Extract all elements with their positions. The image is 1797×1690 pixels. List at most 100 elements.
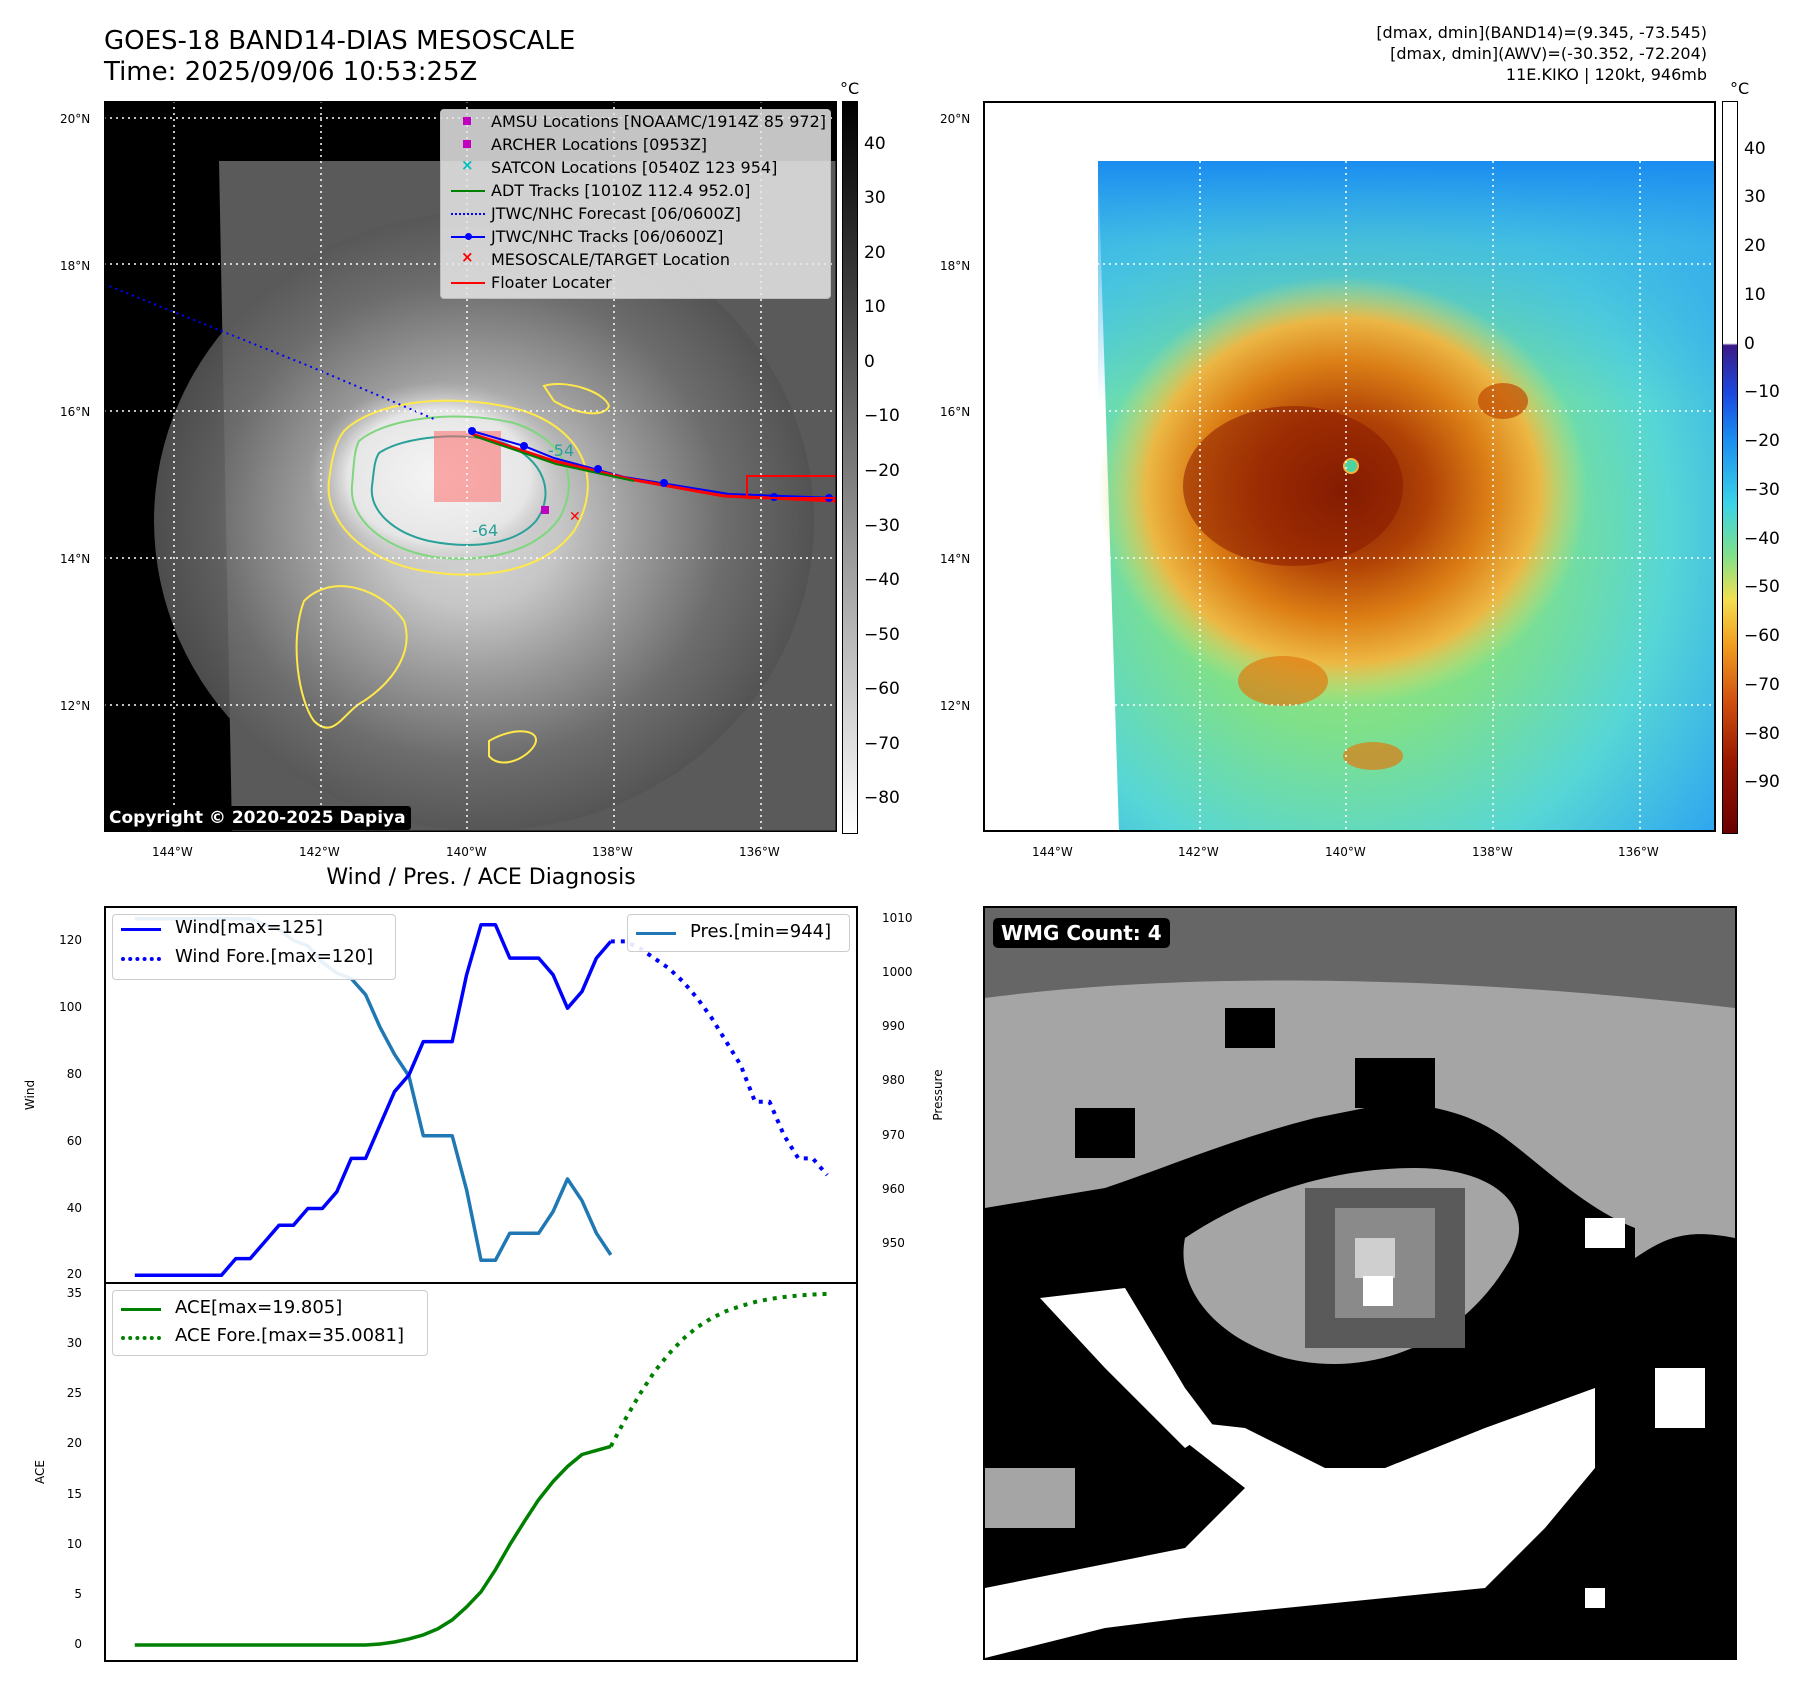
ir-colorbar-tick: −80 <box>864 788 900 809</box>
ace-tick-label: 35 <box>66 1286 82 1301</box>
floater-box <box>434 431 501 502</box>
pressure-tick-label: 960 <box>882 1181 905 1196</box>
wmg-region-light <box>985 980 1735 1258</box>
awv-colorbar-tick: 10 <box>1744 284 1766 305</box>
awv-colorbar-tick: −10 <box>1744 382 1780 403</box>
lat-label: 12°N <box>60 699 91 713</box>
awv-colorbar-tick: −60 <box>1744 626 1780 647</box>
pres-legend: Pres.[min=944] <box>627 914 850 952</box>
lon-label: 142°W <box>1178 845 1219 859</box>
awv-colorbar-tick: 40 <box>1744 138 1766 159</box>
square-marker-icon <box>463 117 471 125</box>
awv-gridlines <box>983 101 1716 832</box>
pressure-tick-label: 950 <box>882 1236 905 1251</box>
copyright-label: Copyright © 2020-2025 Dapiya <box>104 806 411 830</box>
line-marker-icon <box>121 1308 161 1311</box>
ace-tick-label: 0 <box>74 1636 82 1651</box>
ir-legend: AMSU Locations [NOAAMC/1914Z 85 972] ARC… <box>440 109 831 299</box>
legend-ace: ACE[max=19.805] <box>175 1297 343 1318</box>
line-marker-icon <box>451 282 485 284</box>
ir-colorbar-tick: −60 <box>864 679 900 700</box>
ir-colorbar-tick: −20 <box>864 460 900 481</box>
awv-colorbar-tick: −90 <box>1744 772 1780 793</box>
ir-colorbar <box>842 101 858 834</box>
ace-tick-label: 5 <box>74 1586 82 1601</box>
legend-adt: ADT Tracks [1010Z 112.4 952.0] <box>441 179 830 202</box>
ace-forecast-series-line <box>609 1291 828 1448</box>
wind-tick-label: 120 <box>59 933 82 948</box>
awv-colorbar-tick: 20 <box>1744 236 1766 257</box>
legend-jtwc-tracks: JTWC/NHC Tracks [06/0600Z] <box>441 225 830 248</box>
wind-tick-label: 80 <box>66 1066 82 1081</box>
pressure-tick-label: 990 <box>882 1019 905 1034</box>
wmg-eye <box>1363 1276 1393 1306</box>
info-storm: 11E.KIKO | 120kt, 946mb <box>1505 65 1707 84</box>
awv-colorbar-tick: 30 <box>1744 187 1766 208</box>
wmg-svg <box>985 908 1735 1658</box>
legend-target: × MESOSCALE/TARGET Location <box>461 248 730 269</box>
awv-colorbar-tick: −50 <box>1744 577 1780 598</box>
legend-floater: Floater Locater <box>441 271 830 294</box>
ace-tick-label: 25 <box>66 1386 82 1401</box>
lon-label: 140°W <box>446 845 487 859</box>
legend-archer: ARCHER Locations [0953Z] <box>441 133 830 156</box>
figure-title: GOES-18 BAND14-DIAS MESOSCALE <box>104 26 576 56</box>
figure-time: Time: 2025/09/06 10:53:25Z <box>104 57 478 87</box>
legend-amsu: AMSU Locations [NOAAMC/1914Z 85 972] <box>441 110 830 133</box>
wmg-panel <box>983 906 1737 1660</box>
jtwc-forecast-track <box>103 283 435 420</box>
awv-map-panel <box>983 101 1716 832</box>
ace-legend: ACE[max=19.805] ACE Fore.[max=35.0081] <box>112 1290 428 1356</box>
ir-colorbar-tick: 10 <box>864 297 886 318</box>
lon-label: 136°W <box>1618 845 1659 859</box>
ace-tick-label: 10 <box>66 1536 82 1551</box>
lon-label: 138°W <box>1472 845 1513 859</box>
lat-label: 12°N <box>940 699 971 713</box>
amsu-marker <box>541 506 549 514</box>
adt-track <box>473 435 635 482</box>
diagnosis-title: Wind / Pres. / ACE Diagnosis <box>326 865 636 890</box>
pres-ylabel: Pressure <box>931 1069 945 1121</box>
lat-label: 18°N <box>60 259 91 273</box>
line-marker-icon <box>636 932 676 935</box>
ir-colorbar-tick: −70 <box>864 733 900 754</box>
lat-label: 20°N <box>60 112 91 126</box>
lat-label: 14°N <box>940 552 971 566</box>
info-dmax-awv: [dmax, dmin](AWV)=(-30.352, -72.204) <box>1390 44 1707 63</box>
line-marker-icon <box>121 928 161 931</box>
awv-colorbar-tick: −40 <box>1744 528 1780 549</box>
wind-tick-label: 100 <box>59 1000 82 1015</box>
x-marker-icon: × <box>461 248 474 266</box>
lon-label: 138°W <box>592 845 633 859</box>
ir-colorbar-tick: 40 <box>864 133 886 154</box>
pressure-tick-label: 980 <box>882 1073 905 1088</box>
square-marker-icon <box>463 140 471 148</box>
awv-colorbar-tick: −80 <box>1744 723 1780 744</box>
ace-tick-label: 20 <box>66 1436 82 1451</box>
ir-colorbar-tick: 0 <box>864 351 875 372</box>
lat-label: 18°N <box>940 259 971 273</box>
pressure-tick-label: 1000 <box>882 965 913 980</box>
awv-eye <box>1343 458 1359 474</box>
info-dmax-band14: [dmax, dmin](BAND14)=(9.345, -73.545) <box>1376 23 1707 42</box>
ir-colorbar-tick: 20 <box>864 242 886 263</box>
wmg-region-white <box>1040 1288 1215 1448</box>
lat-label: 14°N <box>60 552 91 566</box>
ace-plot <box>134 1291 828 1647</box>
contour-label-54: -54 <box>548 441 574 460</box>
legend-wind: Wind[max=125] <box>175 917 323 938</box>
wind-forecast-series-line <box>610 939 829 1177</box>
awv-colorbar-tick: −20 <box>1744 431 1780 452</box>
wmg-count-label: WMG Count: 4 <box>993 918 1170 948</box>
x-marker-icon: × <box>461 156 474 174</box>
legend-pres: Pres.[min=944] <box>690 921 832 942</box>
contour-label-64: -64 <box>472 521 498 540</box>
wind-legend: Wind[max=125] Wind Fore.[max=120] <box>112 914 396 980</box>
awv-colorbar-tick: −30 <box>1744 479 1780 500</box>
legend-wind-fore: Wind Fore.[max=120] <box>175 946 374 967</box>
pressure-tick-label: 1010 <box>882 910 913 925</box>
awv-colorbar-tick: 0 <box>1744 333 1755 354</box>
awv-colorbar <box>1722 101 1738 834</box>
awv-map-svg <box>983 101 1716 832</box>
ir-colorbar-tick: −40 <box>864 570 900 591</box>
